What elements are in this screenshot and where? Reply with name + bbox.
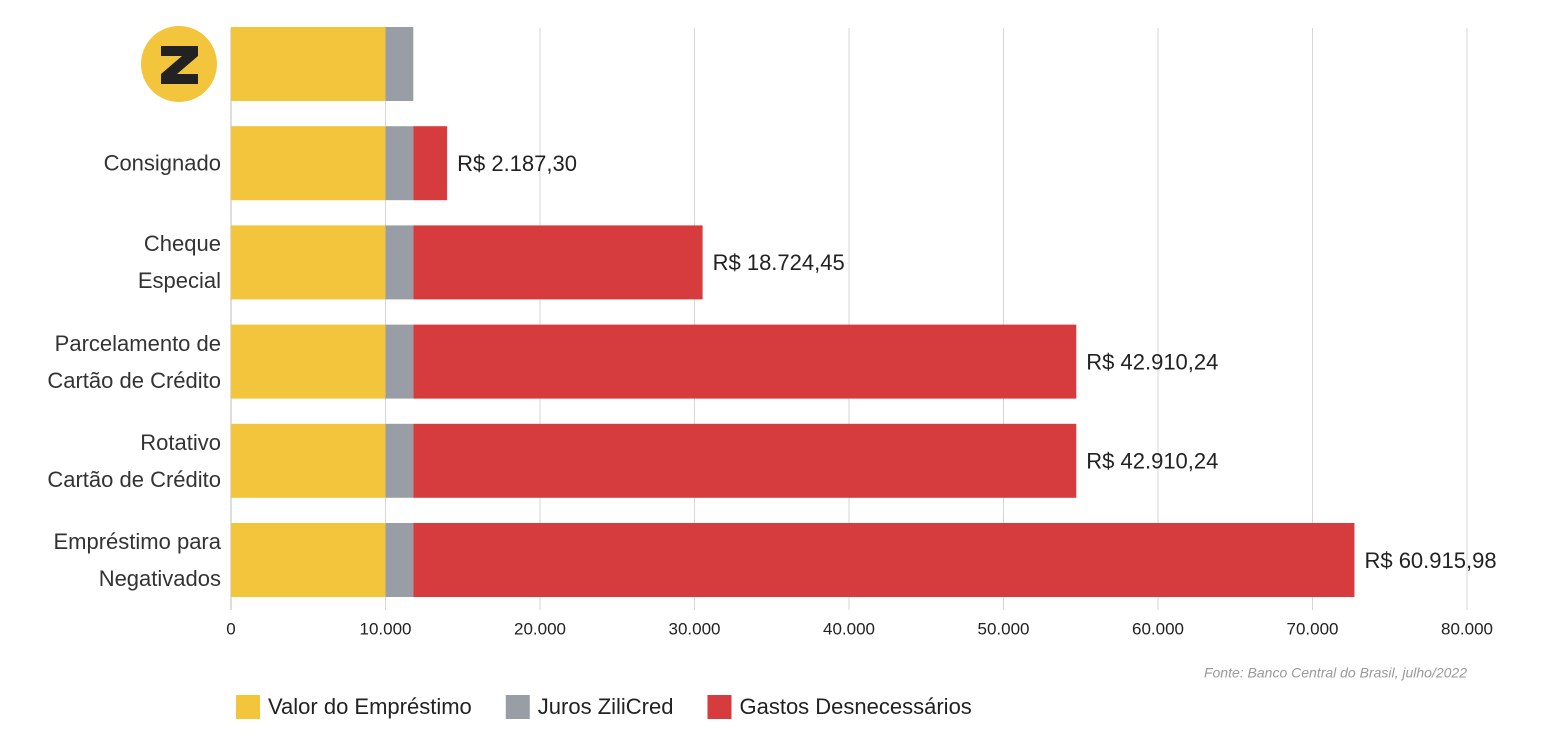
legend-swatch [707, 695, 732, 719]
bar-segment [413, 324, 1077, 399]
bar-segment [385, 523, 414, 597]
y-tick-label: Parcelamento de Cartão de Crédito [47, 330, 221, 393]
bar-segment [413, 126, 448, 201]
bar-segment [231, 523, 386, 597]
bar-segment [385, 126, 414, 201]
x-tick-label: 60.000 [1132, 619, 1184, 638]
x-tick-label: 50.000 [978, 619, 1030, 638]
legend-label: Juros ZiliCred [538, 694, 674, 719]
x-tick-label: 70.000 [1287, 619, 1339, 638]
legend-swatch [236, 695, 260, 719]
bar-segment [413, 423, 1077, 498]
x-tick-label: 20.000 [514, 619, 566, 638]
bar-segment [231, 126, 386, 201]
x-tick-label: 30.000 [669, 619, 721, 638]
value-label: R$ 42.910,24 [1086, 449, 1218, 474]
y-tick-label: Empréstimo para Negativados [53, 529, 221, 591]
y-tick-label: Consignado [103, 150, 221, 176]
y-tick-label: Cheque Especial [137, 231, 221, 294]
x-tick-label: 0 [226, 619, 235, 638]
legend-label: Gastos Desnecessários [739, 694, 971, 719]
x-tick-label: 80.000 [1441, 619, 1493, 638]
bar-segment [231, 225, 386, 300]
legend-swatch [505, 695, 530, 719]
bar-segment [385, 27, 414, 101]
bar-segment [231, 423, 386, 498]
value-label: R$ 60.915,98 [1364, 548, 1496, 573]
source-note: Fonte: Banco Central do Brasil, julho/20… [1204, 665, 1467, 681]
bar-segment [231, 27, 386, 101]
bar-segment [385, 324, 414, 399]
x-tick-label: 10.000 [360, 619, 412, 638]
bar-segment [413, 225, 703, 300]
bar-segment [385, 225, 414, 300]
value-label: R$ 18.724,45 [713, 250, 845, 275]
value-label: R$ 2.187,30 [457, 151, 577, 176]
x-tick-label: 40.000 [823, 619, 875, 638]
bar-segment [385, 423, 414, 498]
legend-label: Valor do Empréstimo [268, 694, 472, 719]
logo [141, 26, 217, 102]
bar-segment [231, 324, 386, 399]
bar-segment [413, 523, 1355, 597]
value-label: R$ 42.910,24 [1086, 349, 1218, 374]
y-tick-label: Rotativo Cartão de Crédito [47, 429, 221, 492]
